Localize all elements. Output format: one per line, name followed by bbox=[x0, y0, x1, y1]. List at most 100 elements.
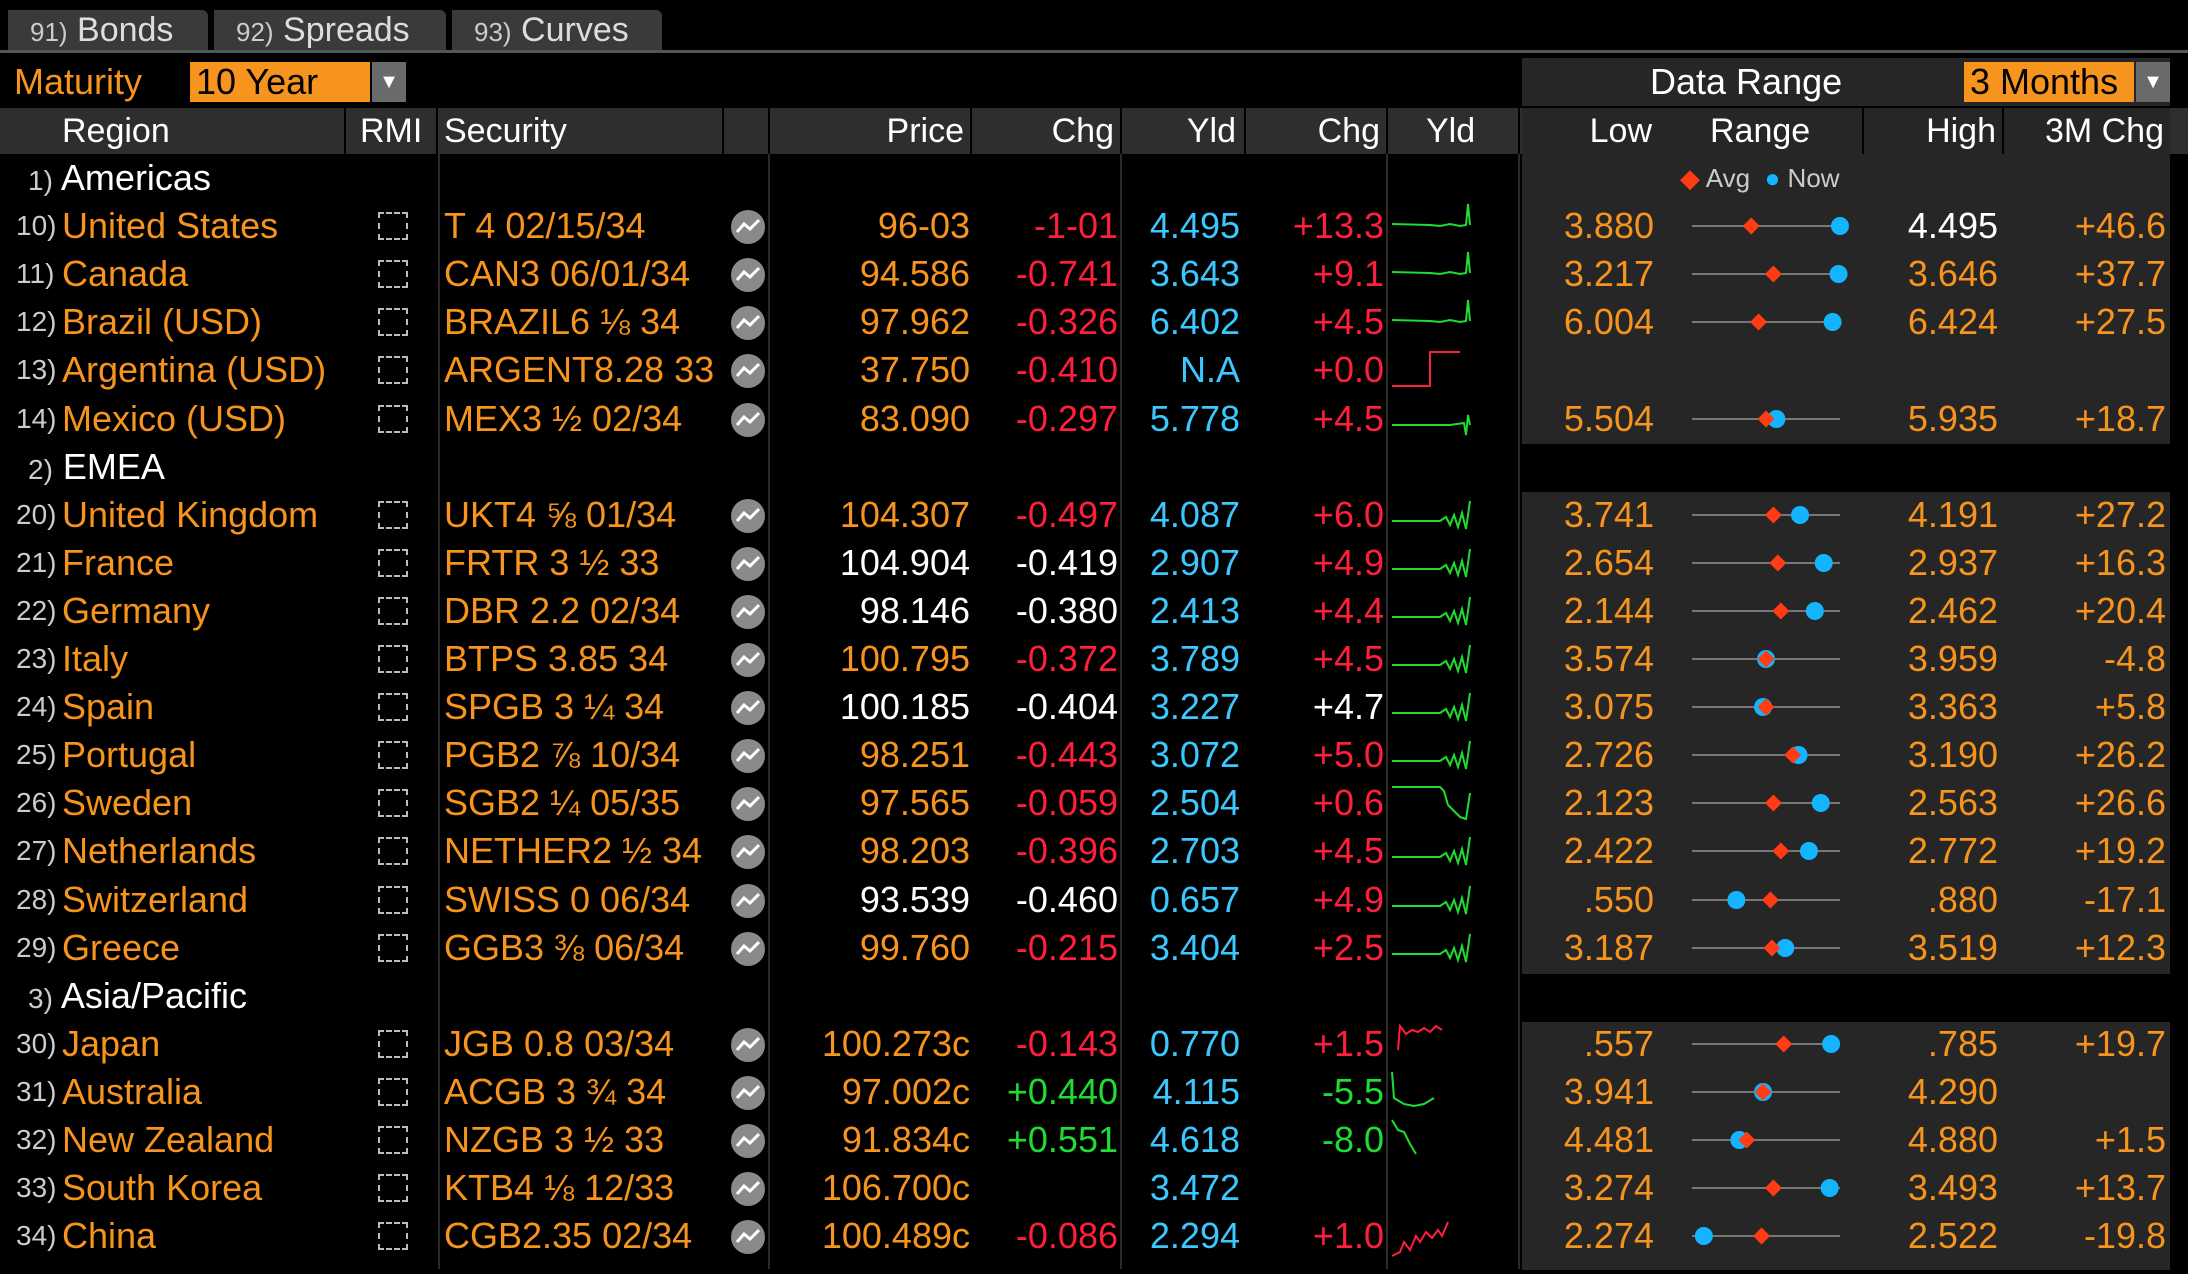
security-name[interactable]: T 4 02/15/34 bbox=[444, 205, 646, 247]
region-name[interactable]: Australia bbox=[62, 1070, 203, 1112]
chart-icon[interactable] bbox=[731, 787, 765, 822]
maturity-select[interactable]: 10 Year bbox=[190, 62, 370, 102]
table-row[interactable]: 14) Mexico (USD) MEX3 ½ 02/34 83.090 -0.297 5… bbox=[0, 395, 2188, 443]
table-row[interactable]: 23) Italy BTPS 3.85 34 100.795 -0.372 3.789 +4… bbox=[0, 635, 2188, 683]
region-name[interactable]: France bbox=[62, 541, 175, 583]
security-name[interactable]: CGB2.35 02/34 bbox=[444, 1215, 693, 1257]
chart-icon[interactable] bbox=[731, 1220, 765, 1255]
rmi-checkbox-icon[interactable] bbox=[378, 933, 408, 962]
rmi-checkbox-icon[interactable] bbox=[378, 548, 408, 577]
table-row[interactable]: 24) Spain SPGB 3 ¼ 34 100.185 -0.404 3.227 +4.… bbox=[0, 683, 2188, 731]
table-row[interactable]: 27) Netherlands NETHER2 ½ 34 98.203 -0.396 2.… bbox=[0, 827, 2188, 875]
chart-icon[interactable] bbox=[731, 306, 765, 341]
region-name[interactable]: China bbox=[62, 1215, 157, 1257]
security-name[interactable]: ACGB 3 ¾ 34 bbox=[444, 1070, 667, 1112]
region-name[interactable]: Argentina (USD) bbox=[62, 349, 327, 391]
col-high[interactable]: High bbox=[1926, 112, 1996, 150]
region-name[interactable]: Canada bbox=[62, 253, 189, 295]
region-name[interactable]: United States bbox=[62, 205, 279, 247]
col-low[interactable]: Low bbox=[1589, 112, 1652, 150]
col-region[interactable]: Region bbox=[62, 112, 170, 150]
region-name[interactable]: Germany bbox=[62, 589, 211, 631]
chart-icon[interactable] bbox=[731, 594, 765, 629]
tab-bonds[interactable]: 91) Bonds bbox=[8, 10, 208, 50]
table-row[interactable]: 34) China CGB2.35 02/34 100.489c -0.086 2.294… bbox=[0, 1212, 2188, 1260]
region-name[interactable]: Italy bbox=[62, 638, 129, 679]
table-row[interactable]: 12) Brazil (USD) BRAZIL6 ⅛ 34 97.962 -0.326 6… bbox=[0, 298, 2188, 346]
tab-spreads[interactable]: 92) Spreads bbox=[214, 10, 446, 50]
security-name[interactable]: FRTR 3 ½ 33 bbox=[444, 541, 660, 583]
region-name[interactable]: Mexico (USD) bbox=[62, 397, 287, 439]
chart-icon[interactable] bbox=[731, 354, 765, 389]
region-name[interactable]: New Zealand bbox=[62, 1119, 275, 1160]
chart-icon[interactable] bbox=[731, 1124, 765, 1158]
rmi-checkbox-icon[interactable] bbox=[378, 1029, 408, 1058]
chart-icon[interactable] bbox=[731, 835, 765, 870]
security-name[interactable]: BTPS 3.85 34 bbox=[444, 638, 669, 679]
region-name[interactable]: South Korea bbox=[62, 1167, 263, 1209]
security-name[interactable]: GGB3 ⅜ 06/34 bbox=[444, 926, 685, 968]
table-row[interactable]: 21) France FRTR 3 ½ 33 104.904 -0.419 2.907 +4… bbox=[0, 539, 2188, 587]
security-name[interactable]: ARGENT8.28 33 bbox=[444, 349, 715, 391]
security-name[interactable]: BRAZIL6 ⅛ 34 bbox=[444, 301, 681, 343]
chart-icon[interactable] bbox=[731, 883, 765, 918]
security-name[interactable]: DBR 2.2 02/34 bbox=[444, 589, 681, 631]
region-name[interactable]: Spain bbox=[62, 686, 155, 728]
col-chg[interactable]: Chg bbox=[1051, 112, 1114, 150]
rmi-checkbox-icon[interactable] bbox=[378, 645, 408, 673]
chart-icon[interactable] bbox=[731, 1027, 765, 1062]
rmi-checkbox-icon[interactable] bbox=[378, 837, 408, 866]
chart-icon[interactable] bbox=[731, 931, 765, 966]
table-row[interactable]: 29) Greece GGB3 ⅜ 06/34 99.760 -0.215 3.404 +2… bbox=[0, 924, 2188, 972]
chart-icon[interactable] bbox=[731, 1172, 765, 1207]
rmi-checkbox-icon[interactable] bbox=[378, 404, 408, 433]
table-row[interactable]: 10) United States T 4 02/15/34 96-03 -1-01 4.… bbox=[0, 202, 2188, 250]
table-row[interactable]: 26) Sweden SGB2 ¼ 05/35 97.565 -0.059 2.504 +0… bbox=[0, 779, 2188, 827]
rmi-checkbox-icon[interactable] bbox=[378, 308, 408, 337]
maturity-dropdown-button[interactable]: ▼ bbox=[372, 62, 406, 102]
table-row[interactable]: 30) Japan JGB 0.8 03/34 100.273c -0.143 0.770… bbox=[0, 1020, 2188, 1068]
region-name[interactable]: Brazil (USD) bbox=[62, 301, 263, 343]
chart-icon[interactable] bbox=[731, 739, 765, 774]
rmi-checkbox-icon[interactable] bbox=[378, 500, 408, 529]
rmi-checkbox-icon[interactable] bbox=[378, 596, 408, 625]
region-name[interactable]: Portugal bbox=[62, 734, 197, 776]
rmi-checkbox-icon[interactable] bbox=[378, 1077, 408, 1106]
col-rmi[interactable]: RMI bbox=[360, 112, 423, 150]
region-name[interactable]: Japan bbox=[62, 1022, 161, 1064]
security-name[interactable]: NZGB 3 ½ 33 bbox=[444, 1119, 665, 1160]
security-name[interactable]: JGB 0.8 03/34 bbox=[444, 1022, 675, 1064]
rmi-checkbox-icon[interactable] bbox=[378, 212, 408, 241]
security-name[interactable]: SWISS 0 06/34 bbox=[444, 878, 691, 920]
col-range[interactable]: Range bbox=[1710, 112, 1811, 150]
region-name[interactable]: Switzerland bbox=[62, 878, 249, 920]
security-name[interactable]: PGB2 ⅞ 10/34 bbox=[444, 734, 681, 776]
table-row[interactable]: 32) New Zealand NZGB 3 ½ 33 91.834c +0.551 4.… bbox=[0, 1116, 2188, 1164]
security-name[interactable]: KTB4 ⅛ 12/33 bbox=[444, 1167, 675, 1209]
tab-curves[interactable]: 93) Curves bbox=[452, 10, 662, 50]
col-yld[interactable]: Yld bbox=[1186, 112, 1236, 150]
region-name[interactable]: Greece bbox=[62, 926, 181, 968]
col-yld-chg[interactable]: Chg bbox=[1317, 112, 1380, 150]
chart-icon[interactable] bbox=[731, 1075, 765, 1110]
col-price[interactable]: Price bbox=[886, 112, 964, 150]
region-name[interactable]: Sweden bbox=[62, 782, 193, 824]
table-row[interactable]: 20) United Kingdom UKT4 ⅝ 01/34 104.307 -0.4… bbox=[0, 491, 2188, 539]
security-name[interactable]: NETHER2 ½ 34 bbox=[444, 830, 703, 872]
security-name[interactable]: UKT4 ⅝ 01/34 bbox=[444, 493, 677, 535]
table-row[interactable]: 13) Argentina (USD) ARGENT8.28 33 37.750 -0.… bbox=[0, 346, 2188, 394]
rmi-checkbox-icon[interactable] bbox=[378, 1222, 408, 1251]
chart-icon[interactable] bbox=[731, 691, 765, 726]
col-security[interactable]: Security bbox=[444, 112, 567, 150]
chart-icon[interactable] bbox=[731, 546, 765, 581]
table-row[interactable]: 25) Portugal PGB2 ⅞ 10/34 98.251 -0.443 3.072… bbox=[0, 731, 2188, 779]
col-3m-chg[interactable]: 3M Chg bbox=[2044, 112, 2164, 150]
rmi-checkbox-icon[interactable] bbox=[378, 356, 408, 385]
data-range-dropdown-button[interactable]: ▼ bbox=[2136, 62, 2170, 102]
security-name[interactable]: SGB2 ¼ 05/35 bbox=[444, 782, 681, 824]
rmi-checkbox-icon[interactable] bbox=[378, 741, 408, 770]
security-name[interactable]: MEX3 ½ 02/34 bbox=[444, 397, 683, 439]
rmi-checkbox-icon[interactable] bbox=[378, 260, 408, 289]
security-name[interactable]: SPGB 3 ¼ 34 bbox=[444, 686, 665, 728]
chart-icon[interactable] bbox=[731, 210, 765, 245]
